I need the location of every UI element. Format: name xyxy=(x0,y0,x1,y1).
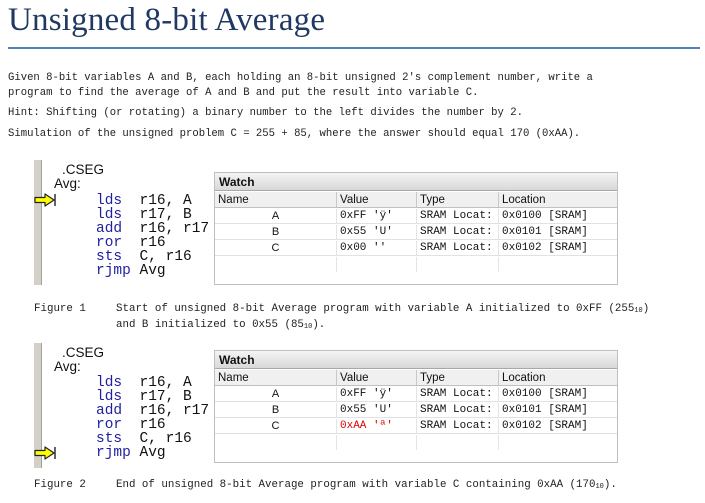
col-header-type[interactable]: Type xyxy=(417,370,499,385)
code-line-2: lds r17, B xyxy=(96,207,192,223)
simulation-text: Simulation of the unsigned problem C = 2… xyxy=(8,128,581,140)
figure2-caption: End of unsigned 8-bit Average program wi… xyxy=(116,479,617,491)
watch-location: 0x0101 [SRAM] xyxy=(502,404,588,416)
figure1-caption-line-1: Start of unsigned 8-bit Average program … xyxy=(116,303,650,315)
code-label: Avg: xyxy=(54,176,81,191)
watch-row[interactable]: B 0x55 'U' SRAM Locat: 0x0101 [SRAM] xyxy=(215,403,617,418)
watch-location: 0x0102 [SRAM] xyxy=(502,242,588,254)
watch-value: 0x00 '' xyxy=(337,241,417,255)
watch-value: 0x55 'U' xyxy=(337,225,417,239)
code-line-3: add r16, r17 xyxy=(96,221,210,237)
watch-name: A xyxy=(215,387,337,401)
intro-line-1: Given 8-bit variables A and B, each hold… xyxy=(8,72,593,84)
watch-name: C xyxy=(215,419,337,433)
col-header-value[interactable]: Value xyxy=(337,370,417,385)
figure1-caption-label: Figure 1 xyxy=(34,303,86,315)
watch-value-changed: 0xAA 'ª' xyxy=(337,419,417,433)
watch-type: SRAM Locat: xyxy=(417,419,499,433)
figure2-code-panel: .CSEG Avg: lds r16, A lds r17, B add r16… xyxy=(34,343,210,468)
figure2-watch-window: Watch Name Value Type Location A 0xFF 'ÿ… xyxy=(214,350,618,463)
code-segment: .CSEG xyxy=(62,345,105,360)
watch-location: 0x0100 [SRAM] xyxy=(502,210,588,222)
code-line-6: rjmp Avg xyxy=(96,445,166,461)
code-line-3: add r16, r17 xyxy=(96,403,210,419)
col-header-location[interactable]: Location xyxy=(502,194,546,206)
code-line-5: sts C, r16 xyxy=(96,249,192,265)
yellow-arrow-icon xyxy=(34,446,56,460)
watch-column-headers: Name Value Type Location xyxy=(215,370,617,386)
watch-row-empty[interactable] xyxy=(215,435,617,450)
watch-type: SRAM Locat: xyxy=(417,225,499,239)
code-line-1: lds r16, A xyxy=(96,375,192,391)
yellow-arrow-icon xyxy=(34,193,56,207)
col-header-value[interactable]: Value xyxy=(337,192,417,207)
watch-empty-cell xyxy=(417,257,499,272)
watch-value: 0xFF 'ÿ' xyxy=(337,387,417,401)
watch-empty-cell xyxy=(215,257,337,272)
code-line-5: sts C, r16 xyxy=(96,431,192,447)
watch-name: B xyxy=(215,225,337,239)
figure1-caption-line-2: and B initialized to 0x55 (8510). xyxy=(116,319,326,331)
watch-location: 0x0100 [SRAM] xyxy=(502,388,588,400)
watch-column-headers: Name Value Type Location xyxy=(215,192,617,208)
watch-type: SRAM Locat: xyxy=(417,241,499,255)
watch-name: A xyxy=(215,209,337,223)
watch-type: SRAM Locat: xyxy=(417,387,499,401)
code-margin xyxy=(34,160,42,285)
watch-value: 0xFF 'ÿ' xyxy=(337,209,417,223)
watch-name: C xyxy=(215,241,337,255)
col-header-name[interactable]: Name xyxy=(215,192,337,207)
code-line-6: rjmp Avg xyxy=(96,263,166,279)
watch-empty-cell xyxy=(337,435,417,450)
code-margin xyxy=(34,343,42,468)
figure1-watch-window: Watch Name Value Type Location A 0xFF 'ÿ… xyxy=(214,172,618,285)
code-line-4: ror r16 xyxy=(96,417,166,433)
watch-location: 0x0102 [SRAM] xyxy=(502,420,588,432)
col-header-name[interactable]: Name xyxy=(215,370,337,385)
watch-empty-cell xyxy=(215,435,337,450)
watch-row[interactable]: B 0x55 'U' SRAM Locat: 0x0101 [SRAM] xyxy=(215,225,617,240)
code-label: Avg: xyxy=(54,359,81,374)
watch-row[interactable]: C 0xAA 'ª' SRAM Locat: 0x0102 [SRAM] xyxy=(215,419,617,434)
page-title: Unsigned 8-bit Average xyxy=(8,2,326,38)
watch-title: Watch xyxy=(215,351,617,369)
watch-location: 0x0101 [SRAM] xyxy=(502,226,588,238)
watch-row[interactable]: A 0xFF 'ÿ' SRAM Locat: 0x0100 [SRAM] xyxy=(215,387,617,402)
title-divider xyxy=(8,47,700,49)
figure2-caption-label: Figure 2 xyxy=(34,479,86,491)
hint-text: Hint: Shifting (or rotating) a binary nu… xyxy=(8,107,523,119)
watch-empty-cell xyxy=(337,257,417,272)
watch-row[interactable]: A 0xFF 'ÿ' SRAM Locat: 0x0100 [SRAM] xyxy=(215,209,617,224)
watch-value: 0x55 'U' xyxy=(337,403,417,417)
watch-row-empty[interactable] xyxy=(215,257,617,272)
watch-name: B xyxy=(215,403,337,417)
watch-title: Watch xyxy=(215,173,617,191)
code-line-4: ror r16 xyxy=(96,235,166,251)
code-segment: .CSEG xyxy=(62,162,105,177)
col-header-type[interactable]: Type xyxy=(417,192,499,207)
watch-empty-cell xyxy=(417,435,499,450)
watch-row[interactable]: C 0x00 '' SRAM Locat: 0x0102 [SRAM] xyxy=(215,241,617,256)
watch-type: SRAM Locat: xyxy=(417,403,499,417)
watch-type: SRAM Locat: xyxy=(417,209,499,223)
figure1-code-panel: .CSEG Avg: lds r16, A lds r17, B add r16… xyxy=(34,160,210,285)
col-header-location[interactable]: Location xyxy=(502,372,546,384)
code-line-2: lds r17, B xyxy=(96,389,192,405)
intro-line-2: program to find the average of A and B a… xyxy=(8,87,479,99)
code-line-1: lds r16, A xyxy=(96,193,192,209)
